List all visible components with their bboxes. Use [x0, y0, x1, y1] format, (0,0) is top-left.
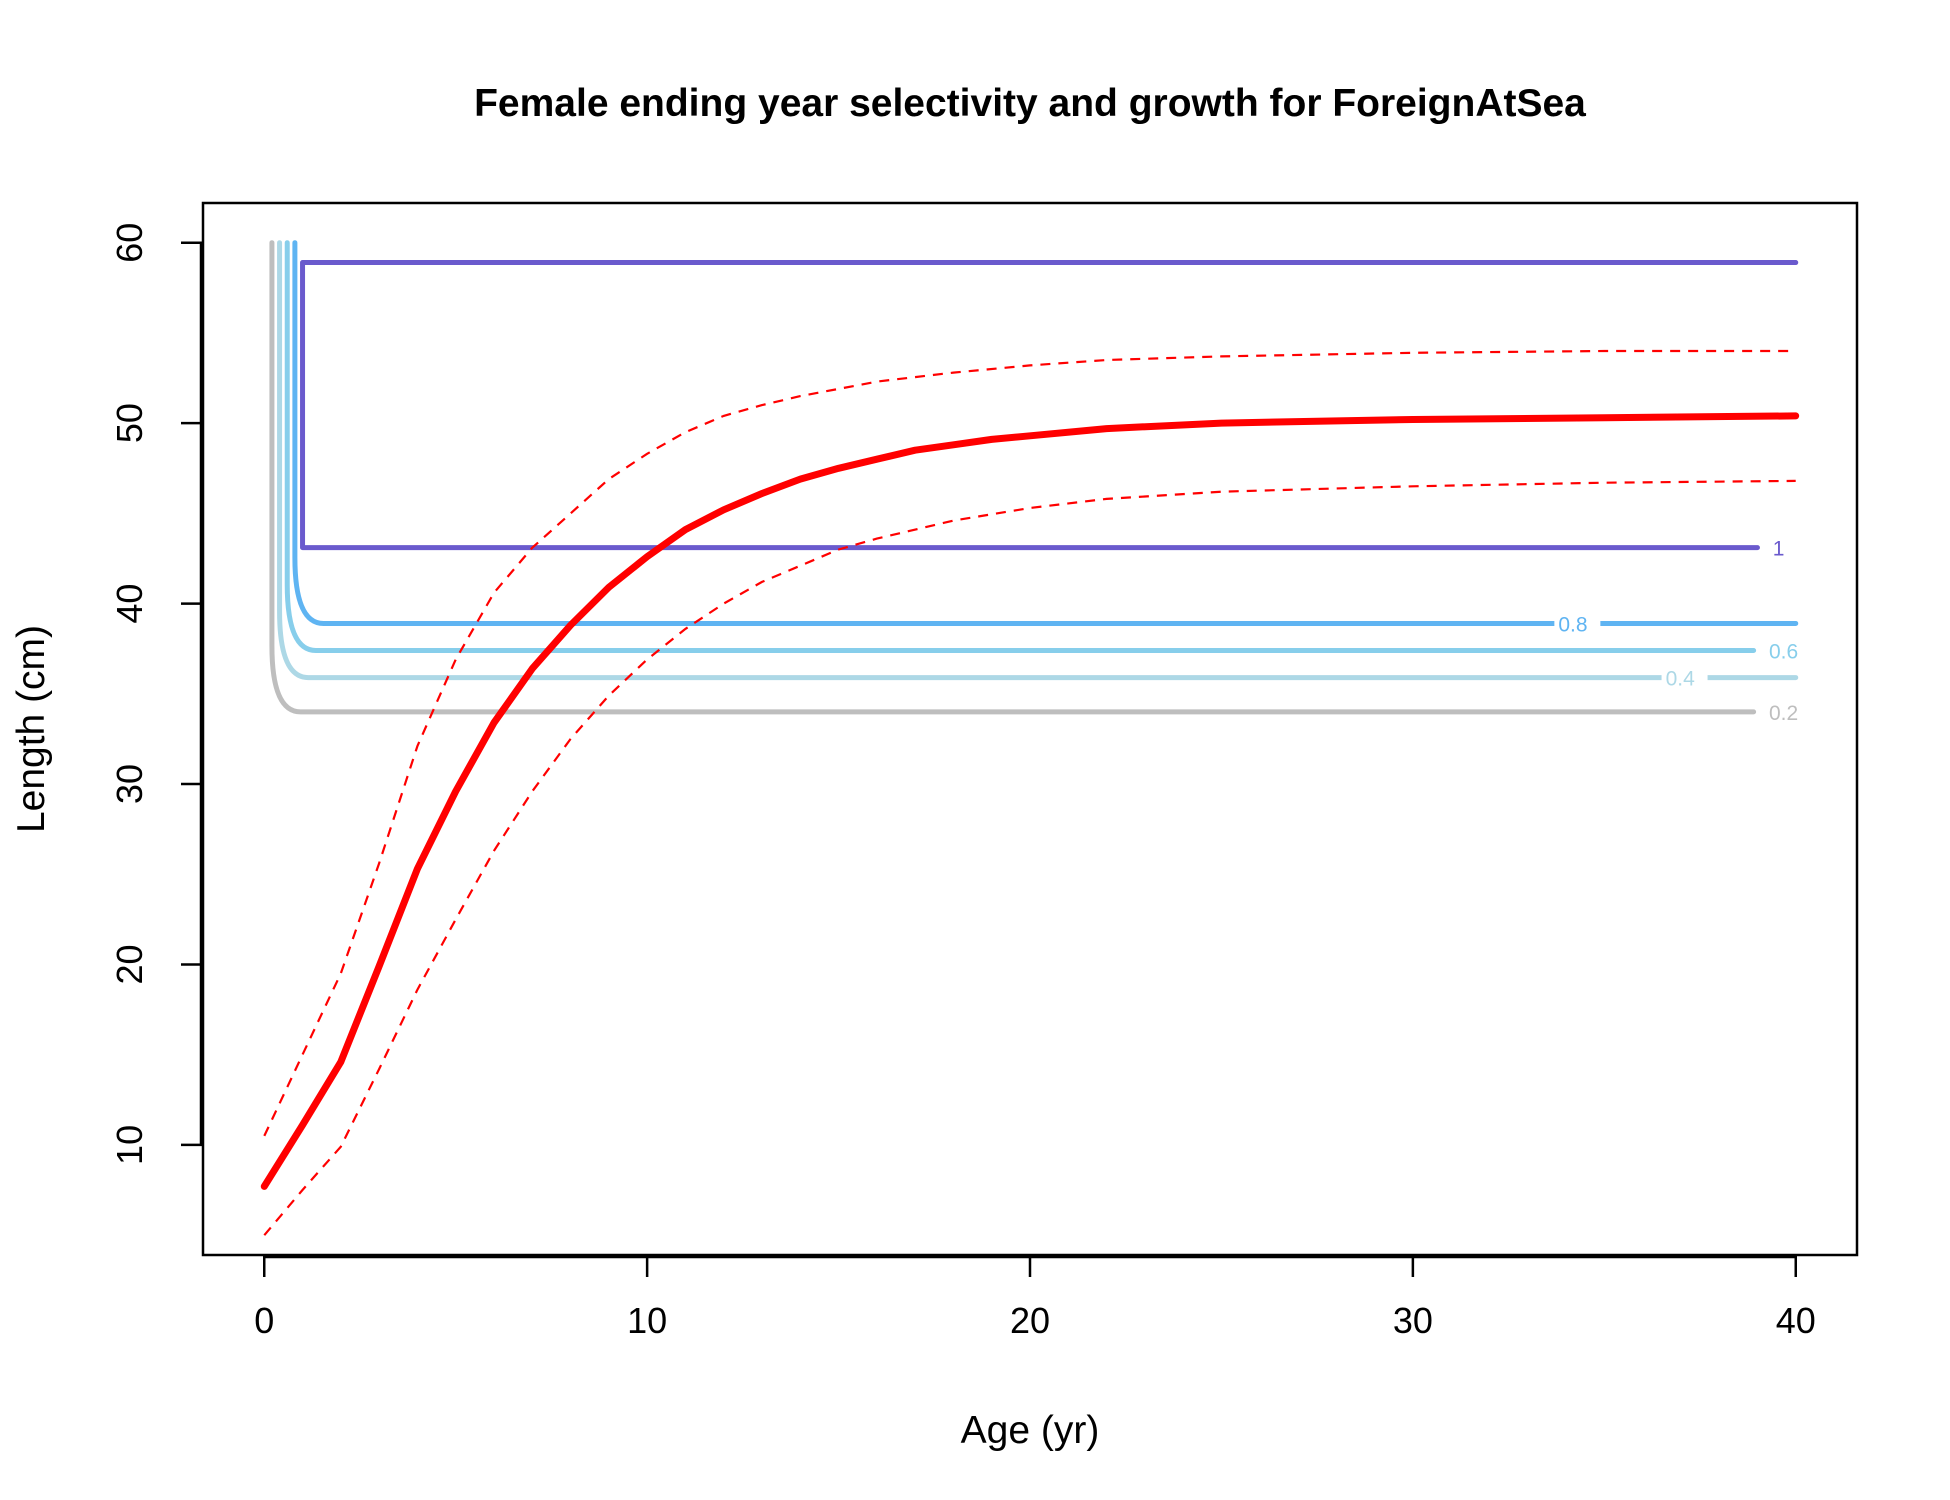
contour-line [292, 240, 1799, 626]
label-gap [1554, 615, 1601, 632]
x-axis: 0 10 20 30 40 [254, 1255, 1816, 1341]
x-axis-label: Age (yr) [961, 1409, 1100, 1452]
growth-mean [260, 412, 1800, 1190]
contour-line [269, 240, 1757, 715]
y-tick-label: 40 [109, 584, 150, 624]
x-tick-label: 30 [1393, 1300, 1433, 1341]
series-layer: 0.2 0.4 0.6 0.8 1 [260, 240, 1800, 1236]
selectivity-contour-0-4: 0.4 [277, 240, 1799, 691]
contour-label: 1 [1773, 538, 1785, 561]
y-tick-label: 30 [109, 764, 150, 804]
growth-lower-ci [263, 479, 1796, 1236]
chart-title: Female ending year selectivity and growt… [474, 82, 1586, 125]
x-tick-label: 0 [254, 1300, 274, 1341]
selectivity-contour-0-8: 0.8 [292, 240, 1799, 636]
x-tick-label: 40 [1776, 1300, 1816, 1341]
y-axis: 10 20 30 40 50 60 [109, 223, 203, 1165]
contour-label: 0.6 [1769, 641, 1798, 664]
selectivity-contour-1: 1 [300, 260, 1799, 561]
contour-line [277, 240, 1799, 681]
selectivity-contour-0-6: 0.6 [284, 240, 1798, 664]
contour-label: 0.4 [1666, 668, 1696, 691]
plot-frame [201, 201, 1859, 1257]
growth-upper-ci [263, 349, 1796, 1137]
contour-label: 0.2 [1769, 702, 1798, 725]
contour-line [300, 260, 1799, 551]
y-tick-label: 10 [109, 1125, 150, 1165]
y-tick-label: 50 [109, 403, 150, 443]
y-tick-label: 20 [109, 944, 150, 984]
y-axis-label: Length (cm) [10, 625, 53, 833]
selectivity-contour-0-2: 0.2 [269, 240, 1798, 725]
x-tick-label: 10 [627, 1300, 667, 1341]
growth-curves [260, 349, 1800, 1236]
contour-label: 0.8 [1558, 613, 1587, 636]
contour-line [284, 240, 1757, 654]
label-gap [1661, 669, 1708, 686]
y-tick-label: 60 [109, 223, 150, 263]
x-tick-label: 20 [1010, 1300, 1050, 1341]
